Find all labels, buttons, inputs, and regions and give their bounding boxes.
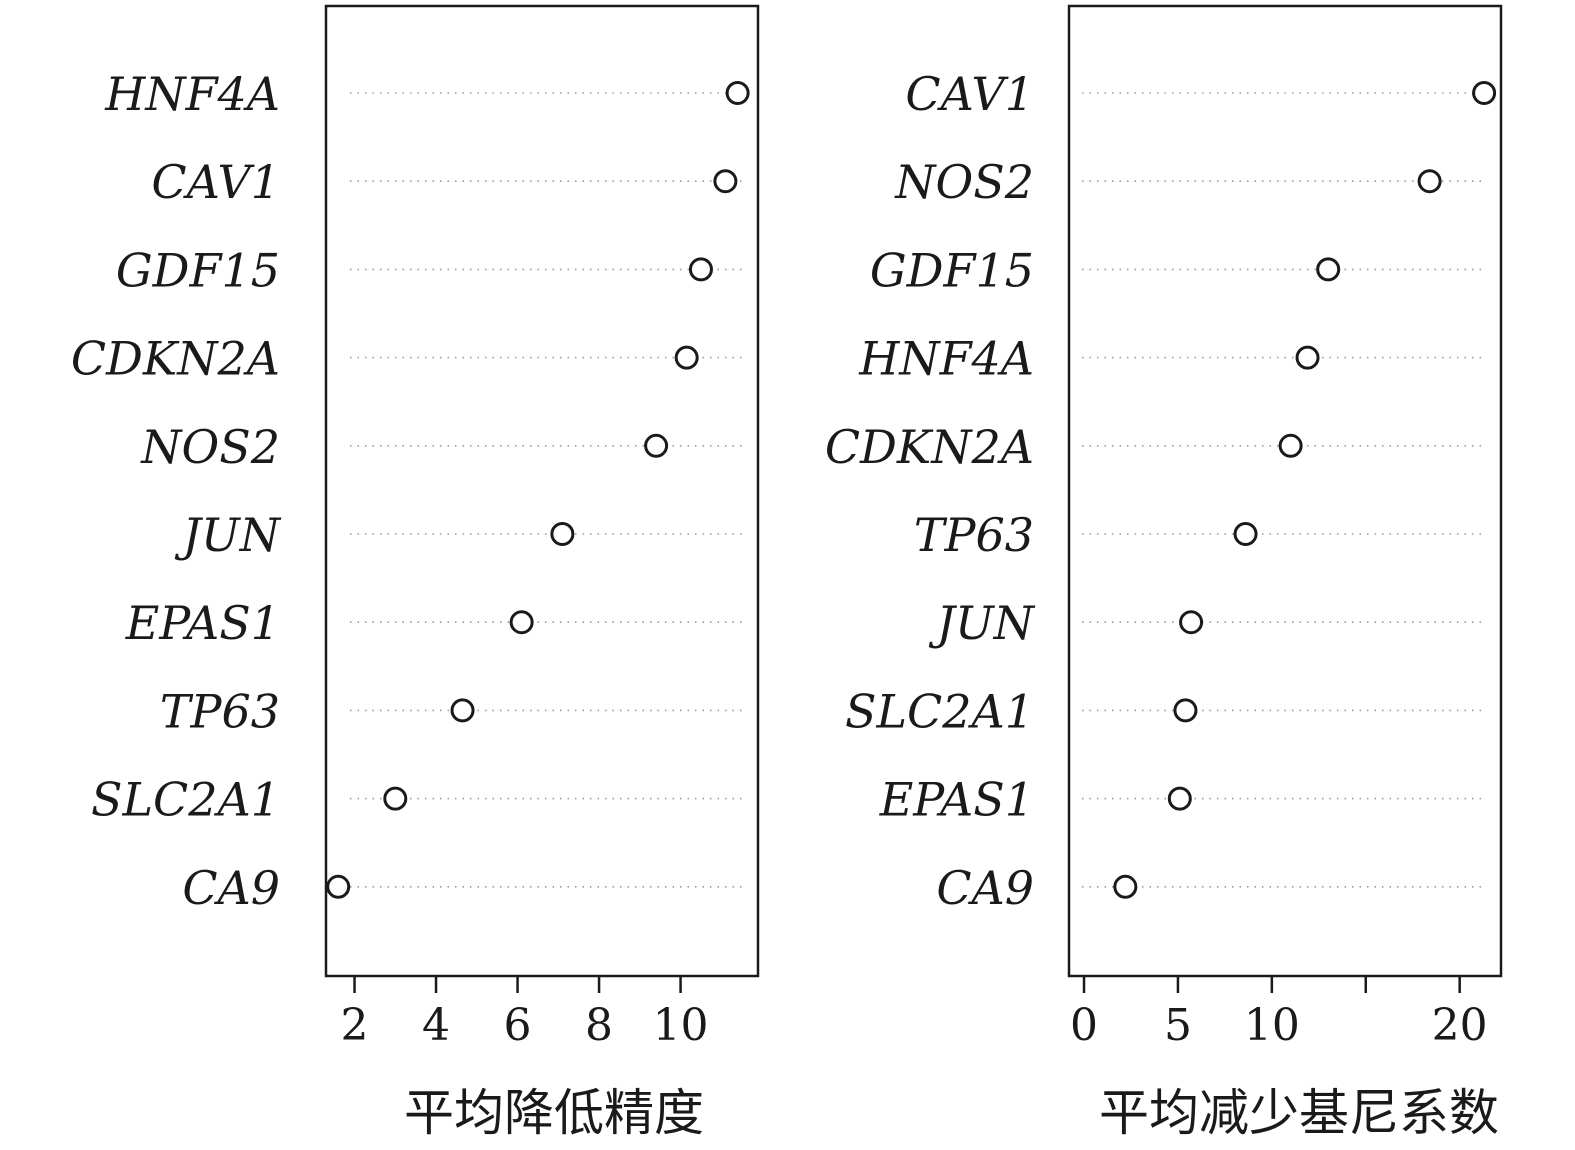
chart-panel-1: HNF4A CAV1 GDF15 CDKN2A NOS2 JUN EPAS1 TP63 SLC2… [71,4,760,1142]
x-tick-label: 6 [504,1000,532,1051]
category-label: EPAS1 [879,773,1034,827]
category-label: CA9 [182,861,280,915]
category-label: SLC2A1 [91,773,280,827]
data-point [688,257,713,282]
data-point [1173,698,1198,723]
x-axis-title: 平均减少基尼系数 [1099,1084,1499,1142]
data-point [1417,169,1442,194]
chart-panel-2: CAV1 NOS2 GDF15 HNF4A CDKN2A TP63 JUN SLC2A1 EPA… [825,4,1503,1142]
category-label: GDF15 [116,243,280,297]
data-point [1179,610,1204,635]
data-point [1472,81,1497,105]
category-label: CDKN2A [71,332,280,386]
data-point [713,169,738,194]
data-point [1278,433,1303,458]
data-point [674,345,699,370]
data-point [1167,786,1192,811]
data-point [326,874,351,899]
data-point [1113,874,1138,899]
category-label: NOS2 [140,420,280,474]
data-point [1295,345,1320,370]
category-label: CAV1 [905,67,1034,121]
data-point [1316,257,1341,282]
category-label: SLC2A1 [845,684,1034,738]
category-label: TP63 [914,508,1034,562]
data-point [1233,522,1258,546]
x-tick-label: 4 [422,1000,450,1051]
data-point [550,522,575,546]
x-tick-label: 8 [585,1000,613,1051]
x-tick-label: 5 [1164,1000,1192,1051]
category-label: NOS2 [894,155,1034,209]
category-label: HNF4A [858,332,1034,386]
category-label: HNF4A [104,67,280,121]
x-tick-label: 0 [1070,1000,1098,1051]
category-label: EPAS1 [125,596,280,650]
data-point [644,433,669,458]
category-label: GDF15 [870,243,1034,297]
category-label: CAV1 [151,155,280,209]
plot-frame [1067,4,1503,978]
data-point [383,786,408,811]
data-point [725,81,750,105]
category-label: CA9 [936,861,1034,915]
data-point [450,698,475,723]
x-tick-label: 2 [341,1000,369,1051]
x-tick-label: 10 [1244,1000,1300,1051]
x-axis-title: 平均降低精度 [404,1084,704,1142]
category-label: JUN [929,596,1036,650]
category-label: JUN [175,508,282,562]
data-point [509,610,534,635]
x-tick-label: 10 [653,1000,709,1051]
category-label: CDKN2A [825,420,1034,474]
plot-frame [324,4,760,978]
x-tick-label: 20 [1432,1000,1488,1051]
category-label: TP63 [160,684,280,738]
